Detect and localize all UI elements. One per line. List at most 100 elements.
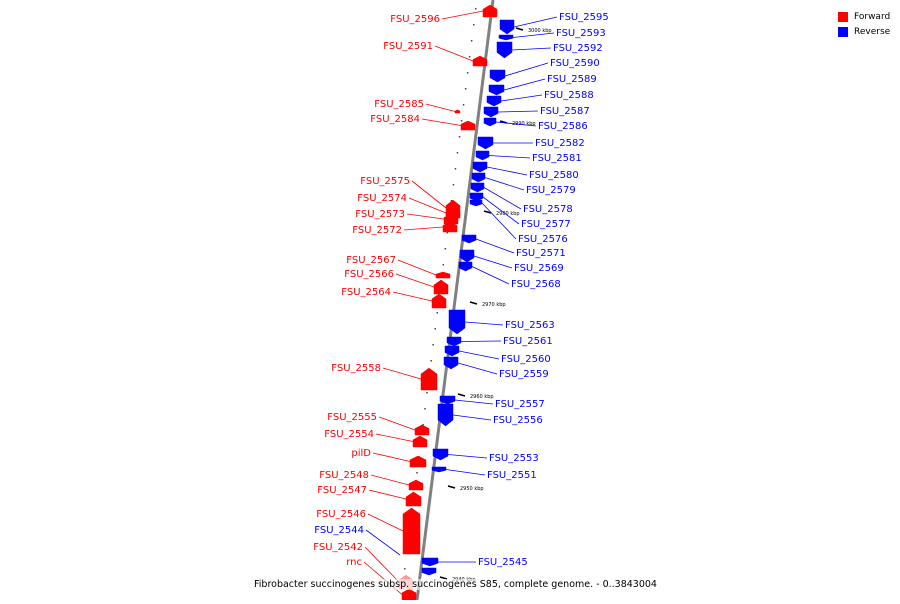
gene-label-reverse[interactable]: FSU_2560 (501, 354, 551, 365)
gene-label-forward[interactable]: FSU_2564 (341, 287, 391, 298)
gene-label-reverse[interactable]: FSU_2590 (550, 58, 600, 69)
gene-label-forward[interactable]: pilD (351, 448, 371, 459)
reverse-gene-glyph[interactable] (475, 150, 490, 161)
tick-dot (454, 168, 457, 170)
reverse-gene-glyph[interactable] (483, 106, 499, 118)
gene-label-forward[interactable]: FSU_2554 (324, 429, 374, 440)
reverse-gene-glyph[interactable] (448, 309, 466, 335)
forward-gene-glyph[interactable] (454, 109, 461, 114)
reverse-gene-glyph[interactable] (444, 345, 460, 357)
gene-label-reverse[interactable]: FSU_2577 (521, 219, 571, 230)
gene-label-reverse[interactable]: FSU_2592 (553, 43, 603, 54)
gene-label-reverse[interactable]: FSU_2587 (540, 106, 590, 117)
gene-label-forward[interactable]: FSU_2567 (346, 255, 396, 266)
reverse-gene-glyph[interactable] (477, 136, 494, 150)
gene-label-forward[interactable]: FSU_2566 (344, 269, 394, 280)
gene-label-forward[interactable]: FSU_2585 (374, 99, 424, 110)
gene-label-reverse[interactable]: FSU_2551 (487, 470, 537, 481)
gene-label-forward[interactable]: FSU_2575 (360, 176, 410, 187)
forward-gene-glyph[interactable] (402, 507, 421, 555)
gene-label-reverse[interactable]: FSU_2568 (511, 279, 561, 290)
reverse-gene-glyph[interactable] (469, 199, 483, 207)
forward-gene-glyph[interactable] (408, 479, 424, 491)
gene-label-forward[interactable]: FSU_2544 (314, 525, 364, 536)
reverse-gene-glyph[interactable] (431, 466, 447, 473)
reverse-gene-glyph[interactable] (498, 34, 514, 41)
reverse-gene-glyph[interactable] (496, 41, 513, 59)
gene-label-reverse[interactable]: FSU_2582 (535, 138, 585, 149)
gene-label-forward[interactable]: FSU_2573 (355, 209, 405, 220)
reverse-gene-glyph[interactable] (472, 161, 488, 173)
reverse-gene-glyph[interactable] (421, 567, 437, 576)
gene-label-forward[interactable]: FSU_2558 (331, 363, 381, 374)
reverse-gene-glyph[interactable] (446, 336, 462, 347)
gene-label-reverse[interactable]: FSU_2576 (518, 234, 568, 245)
gene-label-reverse[interactable]: FSU_2595 (559, 12, 609, 23)
forward-gene-glyph[interactable] (414, 424, 430, 436)
gene-label-forward[interactable]: FSU_2572 (352, 225, 402, 236)
reverse-gene-glyph[interactable] (470, 182, 485, 193)
gene-label-reverse[interactable]: FSU_2557 (495, 399, 545, 410)
gene-label-reverse[interactable]: FSU_2571 (516, 248, 566, 259)
forward-gene-glyph[interactable] (431, 293, 447, 309)
reverse-gene-glyph[interactable] (461, 234, 477, 244)
gene-label-reverse[interactable]: FSU_2589 (547, 74, 597, 85)
gene-label-forward[interactable]: FSU_2546 (316, 509, 366, 520)
forward-gene-glyph[interactable] (460, 120, 476, 131)
leader-line (495, 121, 537, 127)
gene-label-forward[interactable]: FSU_2584 (370, 114, 420, 125)
forward-gene-glyph[interactable] (443, 213, 459, 225)
gene-label-reverse[interactable]: FSU_2593 (556, 28, 606, 39)
reverse-gene-glyph[interactable] (486, 95, 502, 107)
reverse-gene-glyph[interactable] (471, 172, 486, 183)
forward-gene-glyph[interactable] (482, 4, 498, 18)
forward-gene-glyph[interactable] (435, 271, 451, 279)
gene-label-reverse[interactable]: FSU_2580 (529, 170, 579, 181)
forward-gene-glyph[interactable] (420, 367, 438, 391)
legend-item-forward[interactable]: Forward (838, 9, 890, 24)
gene-label-forward[interactable]: FSU_2596 (390, 14, 440, 25)
gene-label-reverse[interactable]: FSU_2545 (478, 557, 528, 568)
reverse-gene-glyph[interactable] (421, 557, 439, 567)
gene-label-forward[interactable]: FSU_2547 (317, 485, 367, 496)
reverse-gene-glyph[interactable] (499, 19, 515, 35)
reverse-gene-glyph[interactable] (439, 395, 456, 405)
forward-gene-glyph[interactable] (412, 435, 428, 448)
gene-label-reverse[interactable]: FSU_2561 (503, 336, 553, 347)
gene-label-forward[interactable]: rnc (346, 557, 362, 568)
gene-label-forward[interactable]: FSU_2591 (383, 41, 433, 52)
reverse-gene-glyph[interactable] (432, 448, 449, 461)
reverse-gene-glyph[interactable] (483, 117, 497, 127)
gene-label-reverse[interactable]: FSU_2563 (505, 320, 555, 331)
reverse-gene-glyph[interactable] (489, 69, 506, 83)
forward-gene-glyph[interactable] (433, 279, 449, 295)
reverse-swatch (838, 26, 848, 37)
forward-gene-glyph[interactable] (442, 221, 458, 233)
reverse-gene-glyph[interactable] (459, 249, 475, 263)
gene-label-forward[interactable]: FSU_2548 (319, 470, 369, 481)
gene-label-reverse[interactable]: FSU_2569 (514, 263, 564, 274)
gene-label-reverse[interactable]: FSU_2588 (544, 90, 594, 101)
gene-label-reverse[interactable]: FSU_2553 (489, 453, 539, 464)
reverse-gene-glyph[interactable] (437, 403, 454, 427)
gene-label-reverse[interactable]: FSU_2559 (499, 369, 549, 380)
gene-label-reverse[interactable]: FSU_2581 (532, 153, 582, 164)
reverse-gene-glyph[interactable] (488, 84, 505, 96)
gene-label-reverse[interactable]: FSU_2556 (493, 415, 543, 426)
gene-label-reverse[interactable]: FSU_2578 (523, 204, 573, 215)
gene-label-reverse[interactable]: FSU_2579 (526, 185, 576, 196)
gene-label-reverse[interactable]: FSU_2586 (538, 121, 588, 132)
reverse-gene-glyph[interactable] (469, 192, 484, 202)
forward-gene-glyph[interactable] (409, 455, 427, 468)
forward-gene-glyph[interactable] (401, 588, 417, 601)
legend-item-reverse[interactable]: Reverse (838, 24, 890, 39)
gene-label-forward[interactable]: FSU_2574 (357, 193, 407, 204)
forward-gene-glyph[interactable] (472, 55, 488, 67)
reverse-gene-glyph[interactable] (443, 356, 459, 370)
reverse-gene-glyph[interactable] (458, 261, 473, 272)
forward-gene-glyph[interactable] (405, 491, 422, 507)
gene-label-forward[interactable]: FSU_2542 (313, 542, 363, 553)
gene-label-forward[interactable]: FSU_2555 (327, 412, 377, 423)
